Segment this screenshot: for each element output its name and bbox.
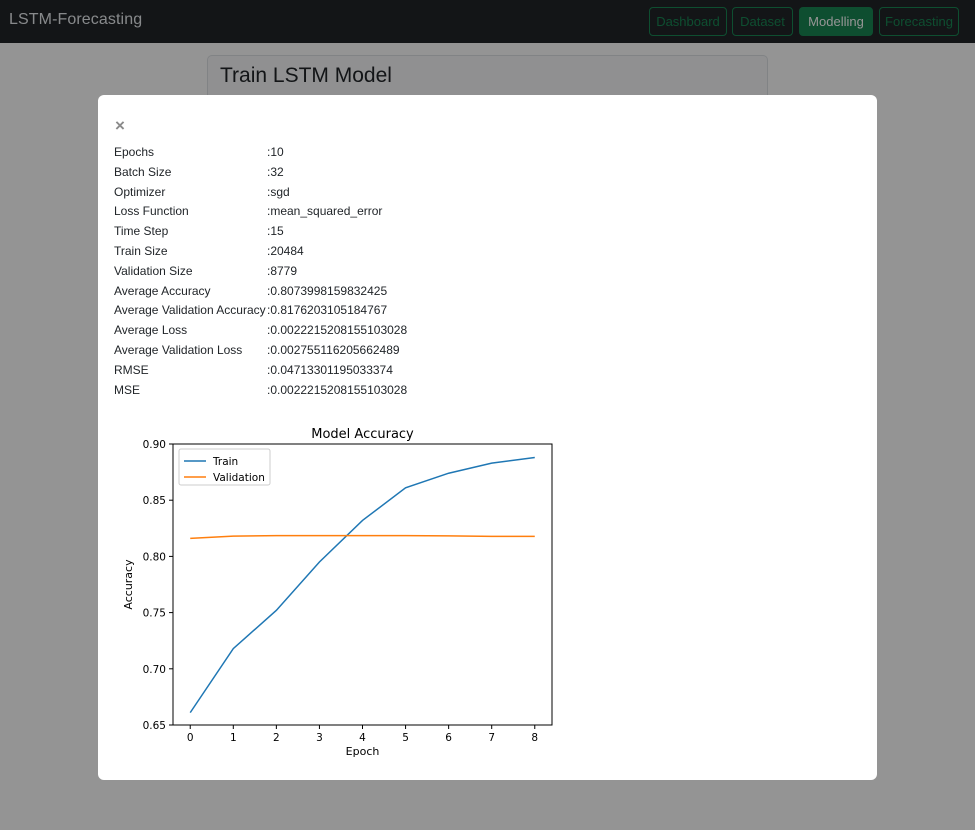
x-tick-label: 7 — [488, 732, 495, 744]
info-value: :20484 — [267, 244, 304, 258]
info-label: Average Validation Loss — [114, 343, 243, 357]
info-label: RMSE — [114, 362, 149, 377]
y-tick-label: 0.65 — [143, 720, 166, 732]
legend-label-validation: Validation — [213, 472, 265, 484]
navbar: LSTM-Forecasting Dashboard Dataset Model… — [0, 0, 975, 43]
series-line-train — [189, 456, 535, 714]
x-tick-label: 0 — [187, 732, 194, 744]
info-label: Train Size — [114, 244, 168, 258]
info-label: Optimizer — [114, 184, 166, 199]
series-line-validation — [190, 534, 535, 540]
x-tick-label: 2 — [273, 732, 280, 744]
y-axis-label: Accuracy — [122, 559, 135, 610]
legend-box — [178, 448, 271, 486]
chart-title: Model Accuracy — [311, 427, 414, 442]
nav-dataset-button[interactable]: Dataset — [732, 7, 793, 36]
y-tick-label: 0.80 — [143, 551, 166, 563]
x-tick-label: 8 — [531, 732, 538, 744]
nav-dashboard-button[interactable]: Dashboard — [649, 7, 727, 36]
info-value: :mean_squared_error — [267, 204, 383, 219]
x-tick-label: 3 — [316, 732, 323, 744]
info-value: :0.8073998159832425 — [267, 283, 388, 298]
accuracy-chart-svg: Model Accuracy 0 1 2 3 4 5 6 7 8 0.65 0.70 0.75 0.80 0… — [122, 427, 553, 758]
card-title: Train LSTM Model — [220, 64, 392, 87]
y-tick-label: 0.90 — [143, 439, 166, 451]
info-value: :15 — [267, 224, 284, 239]
info-value: :0.04713301195033374 — [267, 362, 393, 377]
nav-forecasting-button[interactable]: Forecasting — [879, 7, 959, 36]
plot-frame — [172, 443, 553, 726]
results-modal: × Epochs :10 Batch Size :32 Optimizer :sgd Los… — [98, 95, 877, 780]
x-axis-label: Epoch — [346, 745, 380, 758]
x-tick-label: 1 — [230, 732, 237, 744]
info-value: :32 — [267, 164, 284, 179]
info-label: Average Accuracy — [114, 283, 211, 298]
info-value: :0.0022215208155103028 — [267, 323, 408, 338]
accuracy-chart: Model Accuracy 0 1 2 3 4 5 6 7 8 0.65 0.70 0.75 0.80 0… — [118, 415, 568, 765]
info-value: :8779 — [267, 263, 298, 278]
info-label: Epochs — [114, 145, 155, 159]
y-tick-label: 0.85 — [143, 495, 166, 507]
info-value: :0.8176203105184767 — [267, 303, 388, 318]
info-value: :10 — [267, 145, 284, 159]
x-tick-label: 5 — [402, 732, 409, 744]
info-value: :sgd — [267, 184, 290, 199]
info-value: :0.002755116205662489 — [267, 343, 400, 357]
info-label: Validation Size — [114, 263, 193, 278]
brand-title[interactable]: LSTM-Forecasting — [9, 11, 143, 28]
info-label: Loss Function — [114, 204, 189, 219]
info-label: MSE — [114, 382, 141, 397]
y-tick-label: 0.75 — [143, 608, 166, 620]
info-value: :0.0022215208155103028 — [267, 382, 408, 397]
info-label: Time Step — [114, 224, 169, 239]
y-tick-label: 0.70 — [143, 664, 166, 676]
nav-modelling-button[interactable]: Modelling — [799, 7, 873, 36]
legend-label-train: Train — [212, 456, 238, 468]
close-icon[interactable]: × — [115, 116, 125, 135]
x-tick-label: 6 — [445, 732, 452, 744]
info-label: Average Loss — [114, 323, 188, 338]
x-tick-label: 4 — [359, 732, 366, 744]
info-label: Batch Size — [114, 164, 172, 179]
info-label: Average Validation Accuracy — [114, 303, 266, 318]
